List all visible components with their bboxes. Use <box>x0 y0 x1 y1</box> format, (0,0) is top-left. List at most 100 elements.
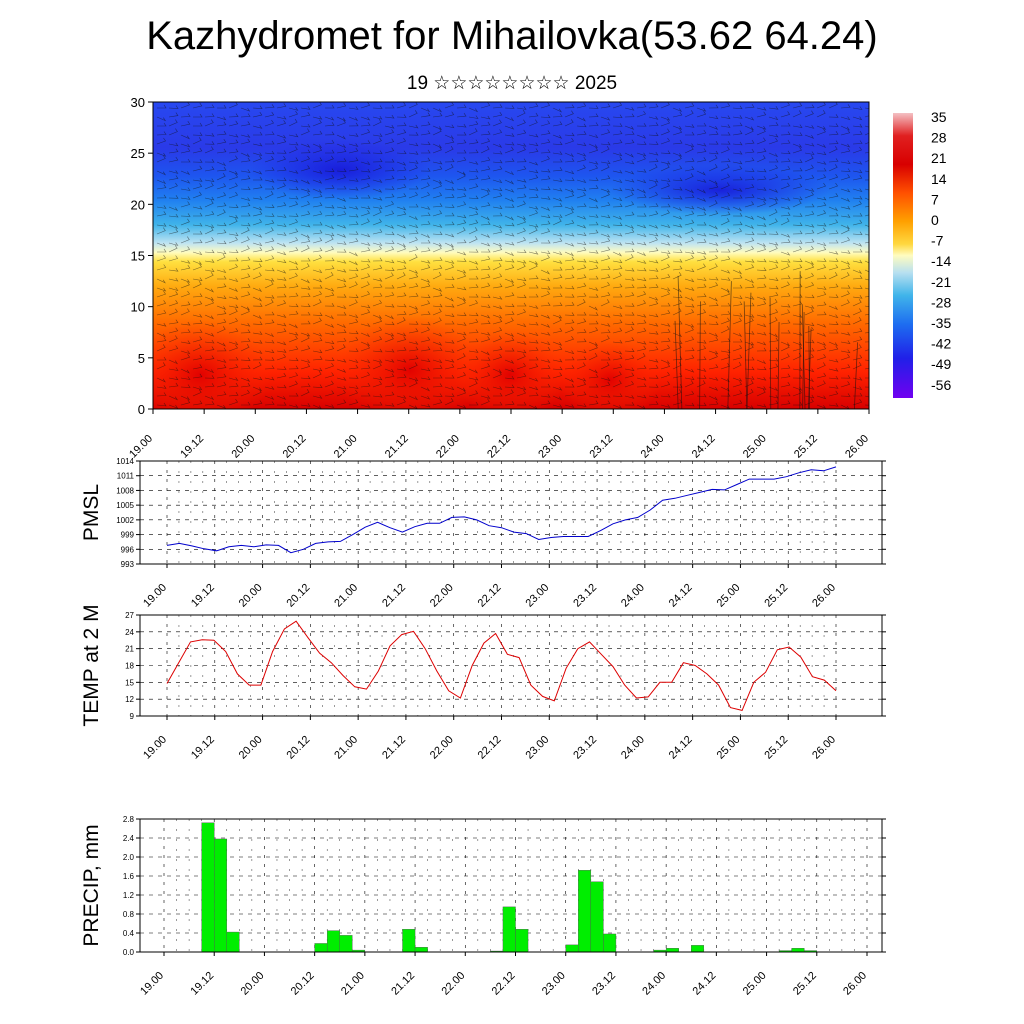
x-tick-label: 19.12 <box>189 582 217 610</box>
x-tick-label: 21.12 <box>383 433 411 461</box>
warm-core-1 <box>153 320 270 409</box>
y-tick-label: 18 <box>125 662 134 671</box>
x-tick-label: 21.12 <box>380 734 408 762</box>
y-tick-label: 0.8 <box>123 910 135 919</box>
streamline <box>699 301 701 409</box>
x-tick-label: 25.00 <box>715 734 743 762</box>
precip-bar <box>590 881 604 953</box>
x-tick-label: 26.00 <box>810 582 838 610</box>
y-tick-label: 1.2 <box>123 891 135 900</box>
x-tick-label: 20.00 <box>229 433 257 461</box>
x-tick-label: 20.12 <box>285 734 313 762</box>
y-tick-label: 27 <box>125 611 134 620</box>
colorbar-label: 21 <box>931 150 947 166</box>
warm-core-4 <box>560 340 660 409</box>
streamline <box>777 321 780 409</box>
colorbar-label: -42 <box>931 336 951 352</box>
colorbar-ramp <box>893 113 913 398</box>
streamline <box>743 301 748 409</box>
cross-section-y-axis: 0 5 10 15 20 25 30 <box>131 95 153 417</box>
x-tick-label: 20.12 <box>281 433 309 461</box>
cross-section-x-axis: 19.00 19.12 20.00 20.12 21.00 21.12 22.00 22.12… <box>127 409 871 461</box>
colorbar-label: 28 <box>931 130 947 146</box>
precip-bar <box>691 945 705 953</box>
x-tick-label: 20.12 <box>285 582 313 610</box>
x-tick-label: 21.00 <box>332 433 360 461</box>
precip-bar <box>502 906 516 953</box>
x-tick-label: 23.12 <box>571 582 599 610</box>
x-tick-label: 23.00 <box>536 433 564 461</box>
x-tick-label: 20.00 <box>239 970 267 998</box>
y-axis-label: TEMP at 2 M <box>80 604 103 726</box>
y-tick-label: 30 <box>131 95 145 110</box>
x-tick-label: 22.00 <box>439 970 467 998</box>
x-tick-label: 25.12 <box>792 433 820 461</box>
x-tick-label: 24.12 <box>690 433 718 461</box>
x-tick-label: 24.12 <box>667 734 695 762</box>
y-tick-label: 21 <box>125 645 134 654</box>
precip-bar <box>226 931 240 953</box>
precip-bar <box>515 929 529 953</box>
x-tick-label: 21.12 <box>380 582 408 610</box>
colorbar-label: 14 <box>931 171 947 187</box>
x-tick-label: 22.00 <box>434 433 462 461</box>
x-tick-label: 19.00 <box>138 970 166 998</box>
chart-title: Kazhydromet for Mihailovka(53.62 64.24) <box>146 14 878 58</box>
precip-bar <box>201 822 215 953</box>
y-tick-label: 5 <box>138 351 145 366</box>
panel-frame <box>139 614 883 717</box>
y-tick-label: 0.0 <box>123 948 135 957</box>
chart-subtitle: 19 ☆☆☆☆☆☆☆☆ 2025 <box>406 73 618 94</box>
x-tick-label: 25.12 <box>762 734 790 762</box>
precip-bar <box>214 838 227 953</box>
x-tick-label: 21.00 <box>332 734 360 762</box>
x-tick-label: 23.12 <box>587 433 615 461</box>
x-tick-label: 22.00 <box>428 734 456 762</box>
x-tick-label: 25.12 <box>791 970 819 998</box>
x-tick-label: 21.12 <box>389 970 417 998</box>
streamline <box>674 320 679 409</box>
y-tick-label: 2.0 <box>123 853 135 862</box>
x-tick-label: 24.00 <box>639 433 667 461</box>
colorbar-label: -14 <box>931 253 951 269</box>
x-tick-label: 25.00 <box>741 433 769 461</box>
y-tick-label: 2.4 <box>123 834 135 843</box>
y-tick-label: 993 <box>121 560 135 569</box>
y-tick-label: 15 <box>131 249 145 264</box>
x-tick-label: 21.00 <box>332 582 360 610</box>
precip-bar <box>414 947 428 953</box>
streamline <box>727 281 732 409</box>
x-tick-label: 19.12 <box>189 734 217 762</box>
x-tick-label: 22.12 <box>485 433 513 461</box>
streamline <box>853 342 858 409</box>
colorbar-label: -7 <box>931 233 944 249</box>
colorbar-label: 35 <box>931 109 947 125</box>
precip-bar <box>402 929 416 953</box>
warm-core-3 <box>455 330 565 409</box>
precip-bar <box>314 943 328 953</box>
precip-bar <box>565 944 579 953</box>
y-tick-label: 996 <box>121 545 135 554</box>
x-tick-label: 22.00 <box>428 582 456 610</box>
y-tick-label: 1008 <box>116 486 134 495</box>
precip-bar <box>665 948 679 953</box>
x-tick-label: 26.00 <box>843 433 871 461</box>
streamline <box>746 292 752 409</box>
colorbar-label: 7 <box>931 191 939 207</box>
panel-frame <box>139 460 883 565</box>
series-line <box>166 466 837 554</box>
wind-barbs <box>156 102 869 409</box>
y-tick-label: 1014 <box>116 457 134 466</box>
x-tick-label: 24.12 <box>667 582 695 610</box>
precip-bar <box>791 948 805 953</box>
precip-bar <box>339 935 353 953</box>
x-tick-label: 23.12 <box>590 970 618 998</box>
streamline <box>802 312 805 409</box>
colorbar-label: 0 <box>931 212 939 228</box>
x-tick-label: 23.12 <box>571 734 599 762</box>
streamline <box>677 275 683 409</box>
x-tick-label: 26.00 <box>841 970 869 998</box>
colorbar: 35 28 21 14 7 0 -7 -14 -21 -28 -35 -42 -49 -56 <box>893 109 951 398</box>
cold-core-2 <box>610 165 830 215</box>
